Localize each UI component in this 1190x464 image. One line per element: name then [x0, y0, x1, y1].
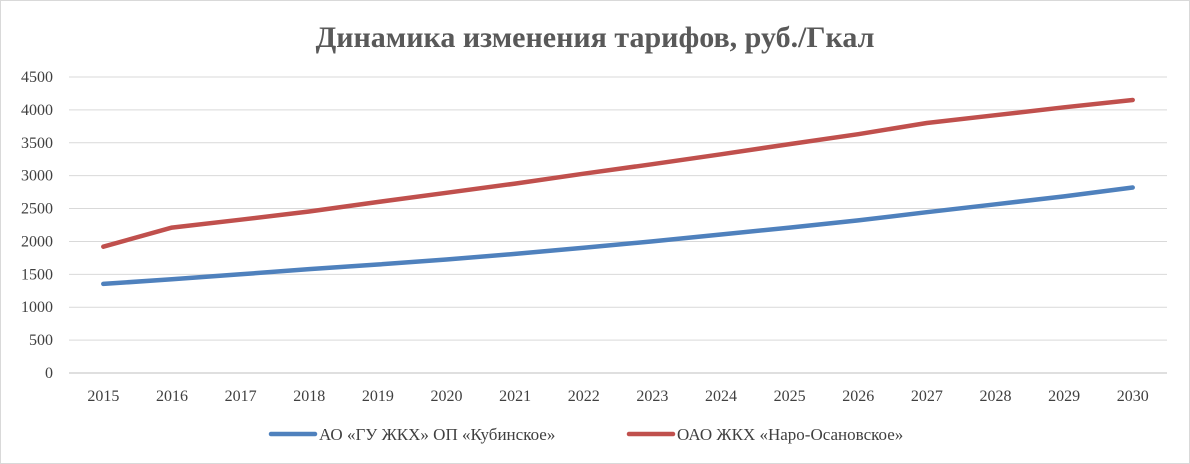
data-point: [308, 268, 310, 270]
x-tick-label: 2019: [362, 388, 394, 405]
x-tick-label: 2027: [911, 388, 943, 405]
x-tick-label: 2026: [842, 388, 874, 405]
x-tick-label: 2015: [87, 388, 119, 405]
x-tick-label: 2025: [774, 388, 806, 405]
y-tick-label: 1000: [21, 299, 53, 316]
x-axis-ticks: 2015 2016 2017 2018 2019 2020 2021 2022 2023 2024…: [87, 388, 1148, 405]
x-tick-label: 2021: [499, 388, 531, 405]
data-point: [445, 192, 447, 194]
data-point: [445, 259, 447, 261]
data-point: [583, 247, 585, 249]
data-point: [240, 273, 242, 275]
series-line-2: [101, 97, 1135, 249]
legend-label-1: АО «ГУ ЖКХ» ОП «Кубинское»: [319, 425, 555, 444]
data-point: [651, 163, 653, 165]
data-point: [171, 227, 173, 229]
y-tick-label: 3000: [21, 168, 53, 185]
data-point: [377, 201, 379, 203]
y-tick-label: 500: [29, 332, 53, 349]
y-tick-label: 2000: [21, 233, 53, 250]
x-tick-label: 2023: [636, 388, 668, 405]
y-tick-label: 4000: [21, 102, 53, 119]
x-tick-label: 2030: [1117, 388, 1149, 405]
x-tick-label: 2016: [156, 388, 188, 405]
data-point: [651, 240, 653, 242]
gridlines: [69, 76, 1167, 374]
data-point: [1132, 187, 1134, 189]
data-point: [240, 219, 242, 221]
data-point: [102, 246, 104, 248]
data-point: [720, 234, 722, 236]
y-axis-ticks: 0 500 1000 1500 2000 2500 3000 3500 4000 4500: [21, 69, 53, 382]
legend-label-2: ОАО ЖКХ «Наро-Осановское»: [677, 425, 903, 444]
x-tick-label: 2020: [430, 388, 462, 405]
data-point: [377, 263, 379, 265]
x-tick-label: 2028: [979, 388, 1011, 405]
data-point: [1063, 106, 1065, 108]
chart-title: Динамика изменения тарифов, руб./Гкал: [316, 21, 875, 54]
x-tick-label: 2022: [568, 388, 600, 405]
x-tick-label: 2024: [705, 388, 737, 405]
series-line-1: [101, 185, 1135, 287]
data-point: [994, 203, 996, 205]
legend: АО «ГУ ЖКХ» ОП «Кубинское» ОАО ЖКХ «Наро-…: [268, 425, 903, 444]
data-point: [102, 283, 104, 285]
data-point: [857, 219, 859, 221]
data-point: [583, 173, 585, 175]
y-tick-label: 3500: [21, 135, 53, 152]
data-point: [308, 211, 310, 213]
series-lines: [101, 97, 1135, 287]
data-point: [926, 211, 928, 213]
data-point: [514, 183, 516, 185]
data-point: [720, 153, 722, 155]
data-point: [171, 278, 173, 280]
data-point: [1063, 195, 1065, 197]
x-tick-label: 2018: [293, 388, 325, 405]
data-point: [926, 122, 928, 124]
data-point: [789, 143, 791, 145]
data-point: [1132, 99, 1134, 101]
y-tick-label: 0: [45, 365, 53, 382]
x-tick-label: 2017: [225, 388, 257, 405]
x-tick-label: 2029: [1048, 388, 1080, 405]
data-point: [789, 227, 791, 229]
data-point: [857, 133, 859, 135]
y-tick-label: 2500: [21, 201, 53, 218]
y-tick-label: 1500: [21, 266, 53, 283]
y-tick-label: 4500: [21, 69, 53, 86]
data-point: [514, 253, 516, 255]
data-point: [994, 114, 996, 116]
